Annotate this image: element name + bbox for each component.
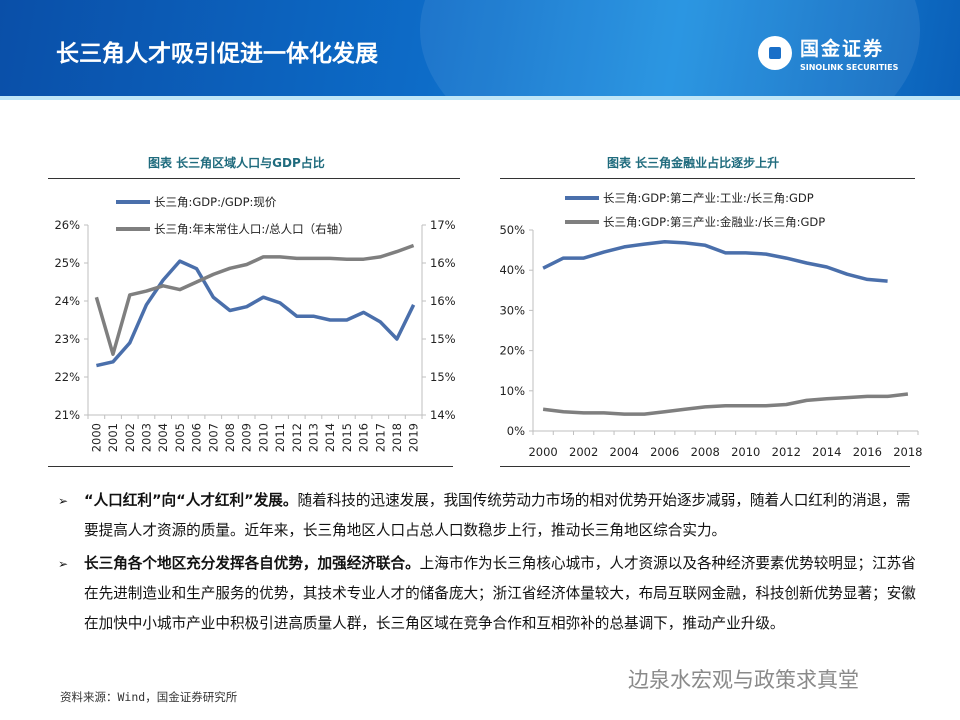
paragraph-1: ➢ “人口红利”向“人才红利”发展。随着科技的迅速发展，我国传统劳动力市场的相对… (58, 486, 923, 546)
sinolink-logo: 国金证券 SINOLINK SECURITIES (758, 34, 898, 72)
legend-label-2: 长三角:GDP:第三产业:金融业:/长三角:GDP (603, 215, 825, 229)
x-tick-label: 2019 (407, 423, 421, 452)
y-tick-label: 21% (54, 408, 80, 422)
x-tick-label: 2004 (156, 423, 170, 452)
x-tick-label: 2018 (893, 445, 922, 459)
x-tick-label: 2002 (123, 423, 137, 452)
arrowhead-bullet-icon: ➢ (58, 557, 69, 571)
x-tick-label: 2017 (373, 423, 387, 452)
y-tick-label: 22% (54, 370, 80, 384)
paragraph-1-lead: “人口红利”向“人才红利”发展。 (84, 492, 298, 509)
x-tick-label: 2008 (223, 423, 237, 452)
logo-icon (758, 36, 792, 70)
x-tick-label: 2006 (650, 445, 679, 459)
chart1-bottom-rule (48, 466, 453, 467)
y-tick-label: 25% (54, 256, 80, 270)
x-tick-label: 2013 (306, 423, 320, 452)
y-tick-label: 26% (54, 218, 80, 232)
page-title: 长三角人才吸引促进一体化发展 (56, 41, 378, 67)
y2-tick-label: 16% (430, 294, 456, 308)
header-banner: 长三角人才吸引促进一体化发展 国金证券 SINOLINK SECURITIES (0, 0, 960, 100)
x-tick-label: 2000 (89, 423, 103, 452)
x-tick-label: 2002 (569, 445, 598, 459)
decorative-swoosh (420, 0, 920, 100)
series-line-2 (542, 392, 909, 416)
chart2-bottom-rule (500, 466, 910, 467)
x-tick-label: 2010 (731, 445, 760, 459)
paragraph-1-text: 随着科技的迅速发展，我国传统劳动力市场的相对优势开始逐步减弱，随着人口红利的消退… (84, 492, 911, 539)
series-line-1 (542, 239, 888, 283)
x-tick-label: 2014 (812, 445, 841, 459)
x-tick-label: 2000 (528, 445, 557, 459)
x-tick-label: 2016 (357, 423, 371, 452)
y2-tick-label: 16% (430, 256, 456, 270)
x-tick-label: 2012 (290, 423, 304, 452)
x-tick-label: 2012 (772, 445, 801, 459)
y-tick-label: 23% (54, 332, 80, 346)
chart1-population-gdp: 21% 22% 23% 24% 25% 26% 14% 15% 15% 16% 16% 17% 2000… (54, 195, 456, 452)
x-tick-label: 2018 (390, 423, 404, 452)
x-tick-label: 2003 (139, 423, 153, 452)
arrowhead-bullet-icon: ➢ (58, 494, 69, 508)
x-tick-label: 2015 (340, 423, 354, 452)
header-divider (0, 96, 960, 100)
y2-tick-label: 14% (430, 408, 456, 422)
chart2-title: 图表 长三角金融业占比逐步上升 (607, 156, 780, 170)
y2-tick-label: 15% (430, 370, 456, 384)
series-line-1 (96, 259, 416, 368)
legend-label-2: 长三角:年末常住人口:/总人口（右轴） (154, 222, 350, 236)
paragraph-2-text: 上海市作为长三角核心城市，人才资源以及各种经济要素优势较明显；江苏省在先进制造业… (84, 555, 916, 632)
logo-en: SINOLINK SECURITIES (800, 63, 899, 72)
watermark: 边泉水宏观与政策求真堂 (628, 668, 859, 692)
source-note: 资料来源：Wind，国金证券研究所 (60, 690, 238, 704)
x-tick-label: 2006 (190, 423, 204, 452)
x-tick-label: 2005 (173, 423, 187, 452)
chart1-top-rule (48, 178, 460, 179)
x-tick-label: 2008 (691, 445, 720, 459)
x-tick-label: 2016 (853, 445, 882, 459)
chart1-title: 图表 长三角区域人口与GDP占比 (148, 156, 325, 170)
x-tick-label: 2011 (273, 423, 287, 452)
y-tick-label: 0% (507, 424, 525, 438)
y-tick-label: 20% (499, 344, 525, 358)
y-tick-label: 24% (54, 294, 80, 308)
x-tick-label: 2010 (256, 423, 270, 452)
x-tick-label: 2009 (240, 423, 254, 452)
x-tick-label: 2004 (610, 445, 639, 459)
x-tick-label: 2007 (206, 423, 220, 452)
y-tick-label: 40% (499, 263, 525, 277)
chart2-finance-share: 0% 10% 20% 30% 40% 50% 2000 2002 2004 2006 2008 201… (499, 191, 922, 459)
y2-tick-label: 15% (430, 332, 456, 346)
logo-cn: 国金证券 (800, 38, 885, 60)
paragraph-2: ➢ 长三角各个地区充分发挥各自优势，加强经济联合。上海市作为长三角核心城市，人才… (58, 549, 923, 639)
x-tick-label: 2001 (106, 423, 120, 452)
legend-label-1: 长三角:GDP:/GDP:现价 (154, 195, 277, 209)
legend-label-1: 长三角:GDP:第二产业:工业:/长三角:GDP (603, 191, 814, 205)
y-tick-label: 10% (499, 384, 525, 398)
chart2-top-rule (500, 178, 915, 179)
paragraph-2-lead: 长三角各个地区充分发挥各自优势，加强经济联合。 (84, 555, 420, 572)
x-tick-label: 2014 (323, 423, 337, 452)
y2-tick-label: 17% (430, 218, 456, 232)
y-tick-label: 50% (499, 223, 525, 237)
y-tick-label: 30% (499, 303, 525, 317)
series-line-2 (94, 243, 415, 356)
